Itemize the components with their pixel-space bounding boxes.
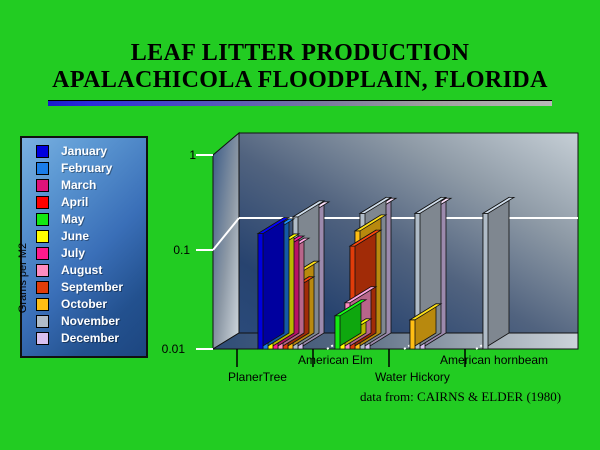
legend-item-august[interactable]: August bbox=[22, 262, 146, 279]
bar-american-elm-november-top bbox=[358, 196, 393, 214]
legend-item-july[interactable]: July bbox=[22, 245, 146, 262]
x-label-american-hornbeam: American hornbeam bbox=[440, 353, 549, 367]
legend-swatch-september bbox=[36, 281, 49, 294]
legend-label-july: July bbox=[61, 246, 86, 260]
legend-swatch-december bbox=[36, 332, 49, 345]
bar-american-hornbeam-november-top bbox=[481, 196, 516, 214]
x-label-water-hickory: Water Hickory bbox=[375, 370, 450, 384]
legend-swatch-november bbox=[36, 315, 49, 328]
legend-label-november: November bbox=[61, 314, 120, 328]
legend-swatch-may bbox=[36, 213, 49, 226]
legend-label-october: October bbox=[61, 297, 108, 311]
legend-item-february[interactable]: February bbox=[22, 160, 146, 177]
bar-water-hickory-october-front bbox=[409, 319, 416, 350]
legend-item-april[interactable]: April bbox=[22, 194, 146, 211]
chart-title-line-2: APALACHICOLA FLOODPLAIN, FLORIDA bbox=[52, 67, 548, 93]
legend-item-may[interactable]: May bbox=[22, 211, 146, 228]
bar-american-hornbeam-november-front bbox=[482, 212, 489, 350]
bar-american-elm-may-front bbox=[334, 315, 341, 350]
legend-label-september: September bbox=[61, 280, 124, 294]
y-tick-label-0.01: 0.01 bbox=[161, 342, 185, 356]
title-divider-rule bbox=[48, 100, 552, 106]
legend-panel: January February March April May June July Augu… bbox=[20, 136, 148, 358]
bar-american-elm-may-top bbox=[333, 299, 368, 317]
legend-label-february: February bbox=[61, 161, 113, 175]
legend-swatch-august bbox=[36, 264, 49, 277]
bar-planertree-january-top bbox=[256, 217, 291, 234]
y-tick-label-1: 1 bbox=[189, 148, 196, 162]
legend-label-march: March bbox=[61, 178, 97, 192]
plot-left-wall bbox=[212, 131, 240, 350]
bar-american-elm-september-top bbox=[348, 229, 383, 247]
legend-item-november[interactable]: November bbox=[22, 313, 146, 330]
legend-swatch-april bbox=[36, 196, 49, 209]
chart-title: LEAF LITTER PRODUCTION APALACHICOLA FLOO… bbox=[0, 40, 600, 94]
bar-water-hickory-november-top bbox=[413, 196, 448, 214]
bar-planertree-november-top bbox=[291, 200, 326, 218]
bar-american-elm-august-top bbox=[343, 286, 378, 304]
bar-water-hickory-october-top bbox=[408, 303, 443, 321]
legend-label-june: June bbox=[61, 229, 90, 243]
legend-label-august: August bbox=[61, 263, 103, 277]
legend-swatch-march bbox=[36, 179, 49, 192]
source-note: data from: CAIRNS & ELDER (1980) bbox=[360, 389, 562, 404]
legend-label-december: December bbox=[61, 331, 120, 345]
bar-planertree-january-front bbox=[257, 233, 264, 350]
legend-item-december[interactable]: December bbox=[22, 330, 146, 347]
legend-swatch-june bbox=[36, 230, 49, 243]
legend-swatch-february bbox=[36, 162, 49, 175]
legend-item-june[interactable]: June bbox=[22, 228, 146, 245]
legend-item-march[interactable]: March bbox=[22, 177, 146, 194]
x-label-planertree: PlanerTree bbox=[228, 370, 287, 384]
legend-item-october[interactable]: October bbox=[22, 296, 146, 313]
gridline-0.1-recede bbox=[212, 217, 240, 251]
legend-label-may: May bbox=[61, 212, 85, 226]
legend-swatch-january bbox=[36, 145, 49, 158]
legend-swatch-july bbox=[36, 247, 49, 260]
legend-item-september[interactable]: September bbox=[22, 279, 146, 296]
legend-swatch-october bbox=[36, 298, 49, 311]
bars-layer bbox=[256, 196, 516, 350]
legend-label-january: January bbox=[61, 144, 108, 158]
x-label-american-elm: American Elm bbox=[298, 353, 373, 367]
y-axis-title: Grams per M2 bbox=[17, 242, 29, 314]
bar-american-elm-october-top bbox=[353, 214, 388, 232]
y-tick-label-0.1: 0.1 bbox=[173, 243, 190, 257]
legend-item-january[interactable]: January bbox=[22, 143, 146, 160]
legend-label-april: April bbox=[61, 195, 89, 209]
chart-title-line-1: LEAF LITTER PRODUCTION bbox=[130, 40, 470, 66]
